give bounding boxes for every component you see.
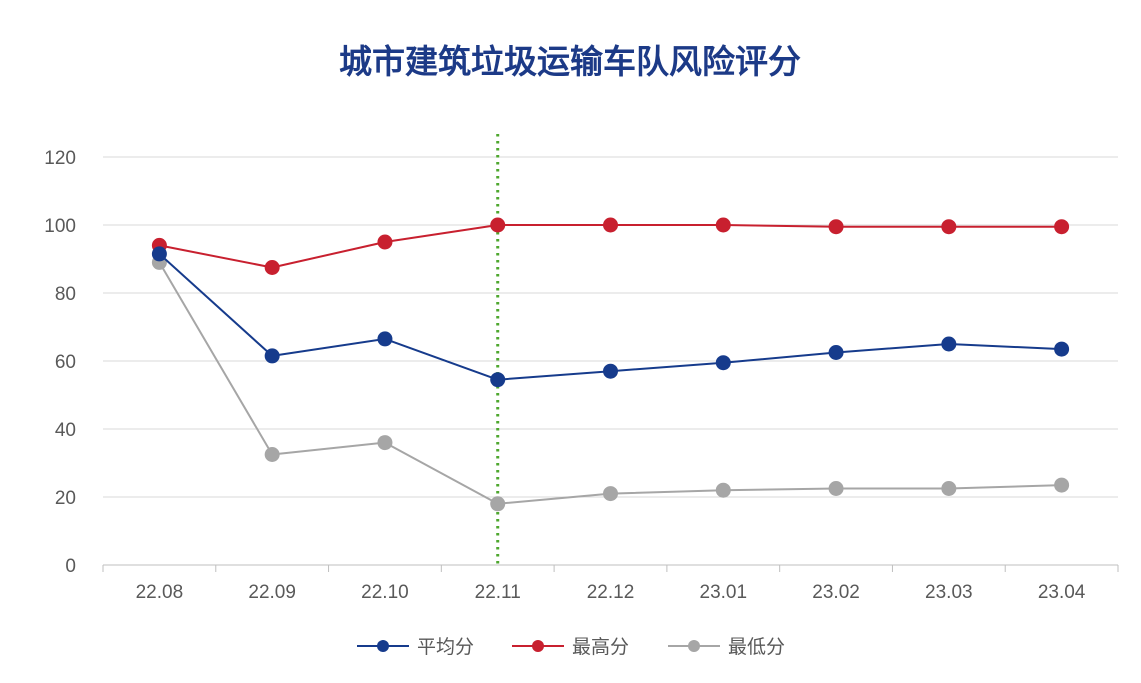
y-tick-label: 100 [44,216,76,237]
x-tick-label: 22.09 [248,582,296,603]
legend-marker [377,640,389,652]
y-tick-label: 80 [55,284,76,305]
data-point [490,217,506,233]
series-3 [151,254,1070,512]
data-point [377,234,393,250]
x-tick-label: 22.11 [475,582,521,603]
legend-label: 平均分 [417,636,474,658]
x-tick-label: 22.12 [587,582,635,603]
data-point [941,481,957,496]
data-point [715,217,731,233]
data-point [715,355,731,371]
x-tick-label: 22.10 [361,582,409,603]
data-point [1054,219,1070,235]
data-point [715,482,731,498]
data-point [828,345,844,360]
x-tick-label: 23.03 [925,582,973,603]
legend-item: 最低分 [668,636,785,658]
data-point [264,348,280,364]
data-point [490,496,506,512]
legend-item: 平均分 [357,636,474,658]
data-point [941,336,957,352]
data-point [603,217,618,233]
y-tick-label: 60 [55,352,76,373]
data-point [264,260,280,275]
y-tick-label: 20 [55,488,76,509]
legend-marker [688,640,700,652]
grid [103,156,1118,498]
data-point [1054,341,1070,357]
data-point [377,435,393,451]
data-point [603,363,618,379]
legend-label: 最高分 [572,636,629,658]
legend-label: 最低分 [728,636,785,658]
legend-marker [532,640,544,652]
data-point [490,372,506,388]
y-tick-label: 40 [55,420,76,441]
series-line [158,261,1062,505]
data-point [828,481,844,496]
x-tick-label: 22.08 [136,582,184,603]
data-point [1054,477,1070,493]
y-axis-ticks: 0 20 40 60 80 100 120 [44,148,76,577]
series-2 [151,217,1070,275]
legend: 平均分 最高分 最低分 [357,636,785,658]
legend-item: 最高分 [512,636,629,658]
data-point [603,486,618,502]
data-point [377,331,393,347]
data-point [941,219,957,235]
x-axis-ticks: 22.08 22.09 22.10 22.11 22.12 23.01 23.02 23.03… [102,564,1119,603]
series-layer [151,217,1070,512]
y-tick-label: 120 [44,148,76,169]
x-tick-label: 23.02 [812,582,860,603]
y-tick-label: 0 [65,556,76,577]
chart-title: 城市建筑垃圾运输车队风险评分 [339,42,801,81]
data-point [828,219,844,235]
x-tick-label: 23.04 [1038,582,1086,603]
series-1 [151,246,1070,388]
x-tick-label: 23.01 [700,582,748,603]
data-point [151,246,167,262]
data-point [264,447,280,462]
